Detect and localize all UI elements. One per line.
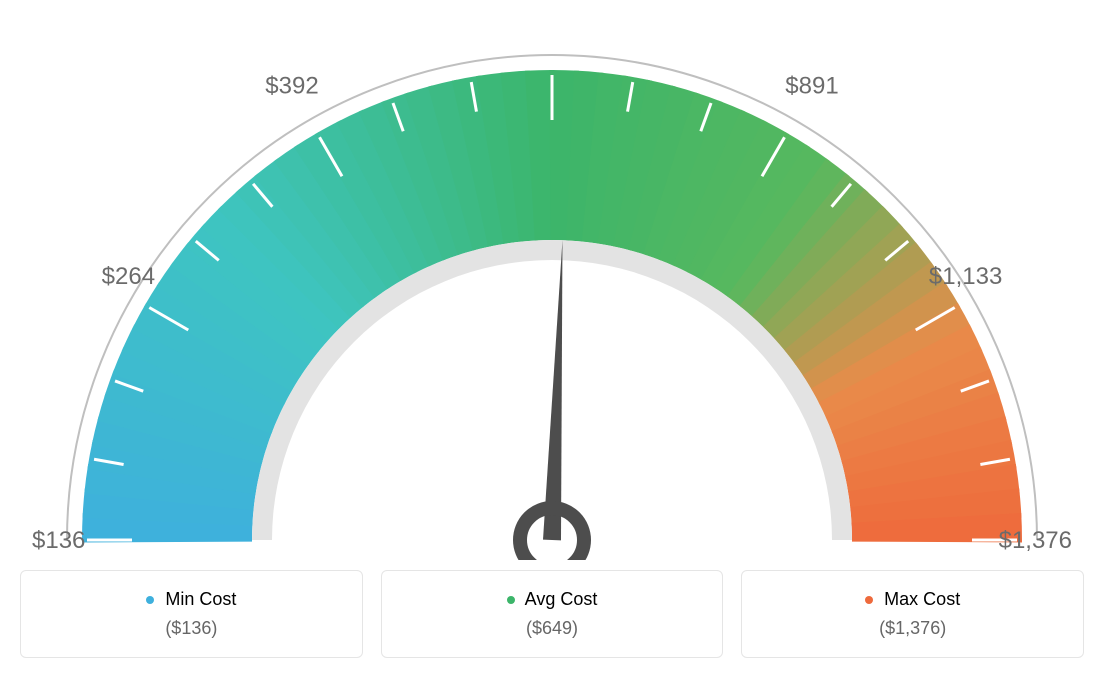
svg-text:$1,133: $1,133	[929, 263, 1002, 290]
svg-text:$392: $392	[265, 73, 318, 100]
svg-text:$649: $649	[525, 20, 578, 22]
legend-max-cost: Max Cost ($1,376)	[741, 570, 1084, 658]
legend-avg-label: Avg Cost	[392, 589, 713, 610]
svg-text:$264: $264	[102, 263, 155, 290]
legend-min-label: Min Cost	[31, 589, 352, 610]
svg-text:$1,376: $1,376	[999, 527, 1072, 554]
legend-min-value: ($136)	[31, 618, 352, 639]
legend-avg-text: Avg Cost	[525, 589, 598, 609]
legend-min-text: Min Cost	[165, 589, 236, 609]
cost-gauge-chart: $136 $264 $392 $649 $891 $1,133 $1,376	[20, 20, 1084, 560]
legend-max-text: Max Cost	[884, 589, 960, 609]
legend-avg-value: ($649)	[392, 618, 713, 639]
legend-max-label: Max Cost	[752, 589, 1073, 610]
legend-dot-min	[146, 596, 154, 604]
legend-avg-cost: Avg Cost ($649)	[381, 570, 724, 658]
legend-max-value: ($1,376)	[752, 618, 1073, 639]
legend-dot-max	[865, 596, 873, 604]
svg-text:$891: $891	[785, 73, 838, 100]
legend-row: Min Cost ($136) Avg Cost ($649) Max Cost…	[20, 570, 1084, 658]
legend-dot-avg	[507, 596, 515, 604]
legend-min-cost: Min Cost ($136)	[20, 570, 363, 658]
gauge-svg: $136 $264 $392 $649 $891 $1,133 $1,376	[20, 20, 1084, 560]
svg-text:$136: $136	[32, 527, 85, 554]
